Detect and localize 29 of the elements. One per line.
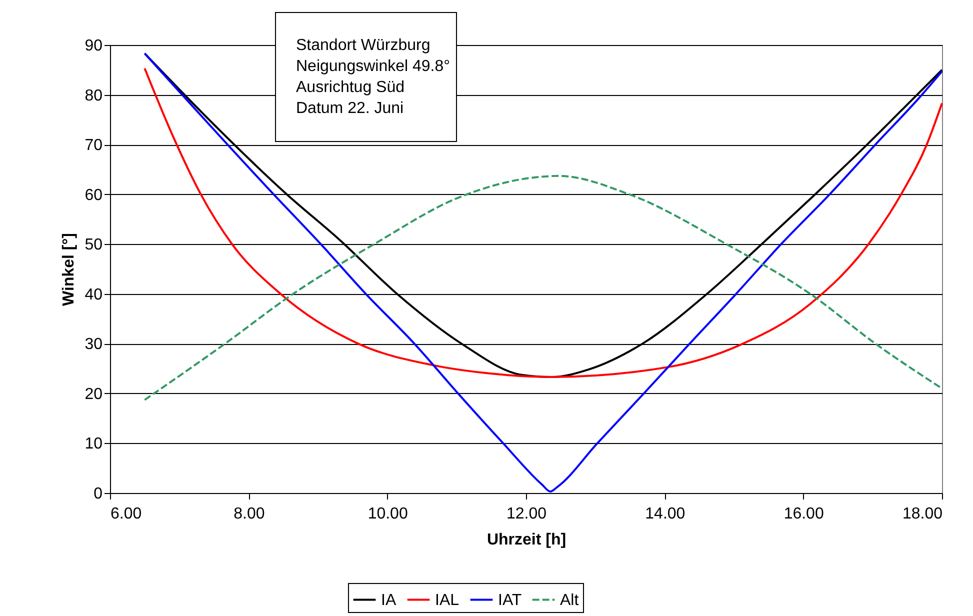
- legend-label: IAL: [435, 592, 460, 609]
- y-axis-title: Winkel [°]: [60, 233, 78, 306]
- line-series: [144, 174, 943, 401]
- y-tick-label: 80: [84, 87, 103, 104]
- x-tick-label: 12.00: [506, 506, 547, 522]
- x-tick-label: 10.00: [368, 506, 408, 522]
- legend-label: IA: [381, 592, 396, 609]
- y-tick-label: 0: [94, 486, 103, 502]
- legend-label: IAT: [498, 592, 522, 609]
- x-tick-label: 18.00: [902, 506, 943, 522]
- annotation: Datum 22. Juni: [296, 99, 405, 119]
- x-tick-label: 6.00: [110, 506, 142, 522]
- x-tick-label: 8.00: [234, 506, 265, 522]
- y-tick-label: 70: [84, 137, 103, 154]
- y-tick-label: 90: [84, 38, 103, 54]
- x-tick-label: 16.00: [784, 506, 824, 522]
- annotation: Neigungswinkel 49.8°: [296, 57, 452, 77]
- y-tick-label: 40: [84, 286, 103, 304]
- x-tick-label: 14.00: [645, 506, 686, 522]
- y-tick-label: 20: [84, 386, 103, 403]
- annotation: Standort Würzburg: [296, 36, 432, 56]
- legend-label: Alt: [560, 592, 580, 609]
- line-series: [144, 52, 943, 493]
- x-axis-title: Uhrzeit [h]: [486, 532, 566, 548]
- y-tick-label: 30: [84, 336, 103, 354]
- y-tick-label: 10: [84, 436, 103, 453]
- annotation: Ausrichtug Süd: [296, 78, 406, 98]
- y-tick-label: 60: [84, 186, 103, 204]
- y-tick-label: 50: [84, 236, 103, 254]
